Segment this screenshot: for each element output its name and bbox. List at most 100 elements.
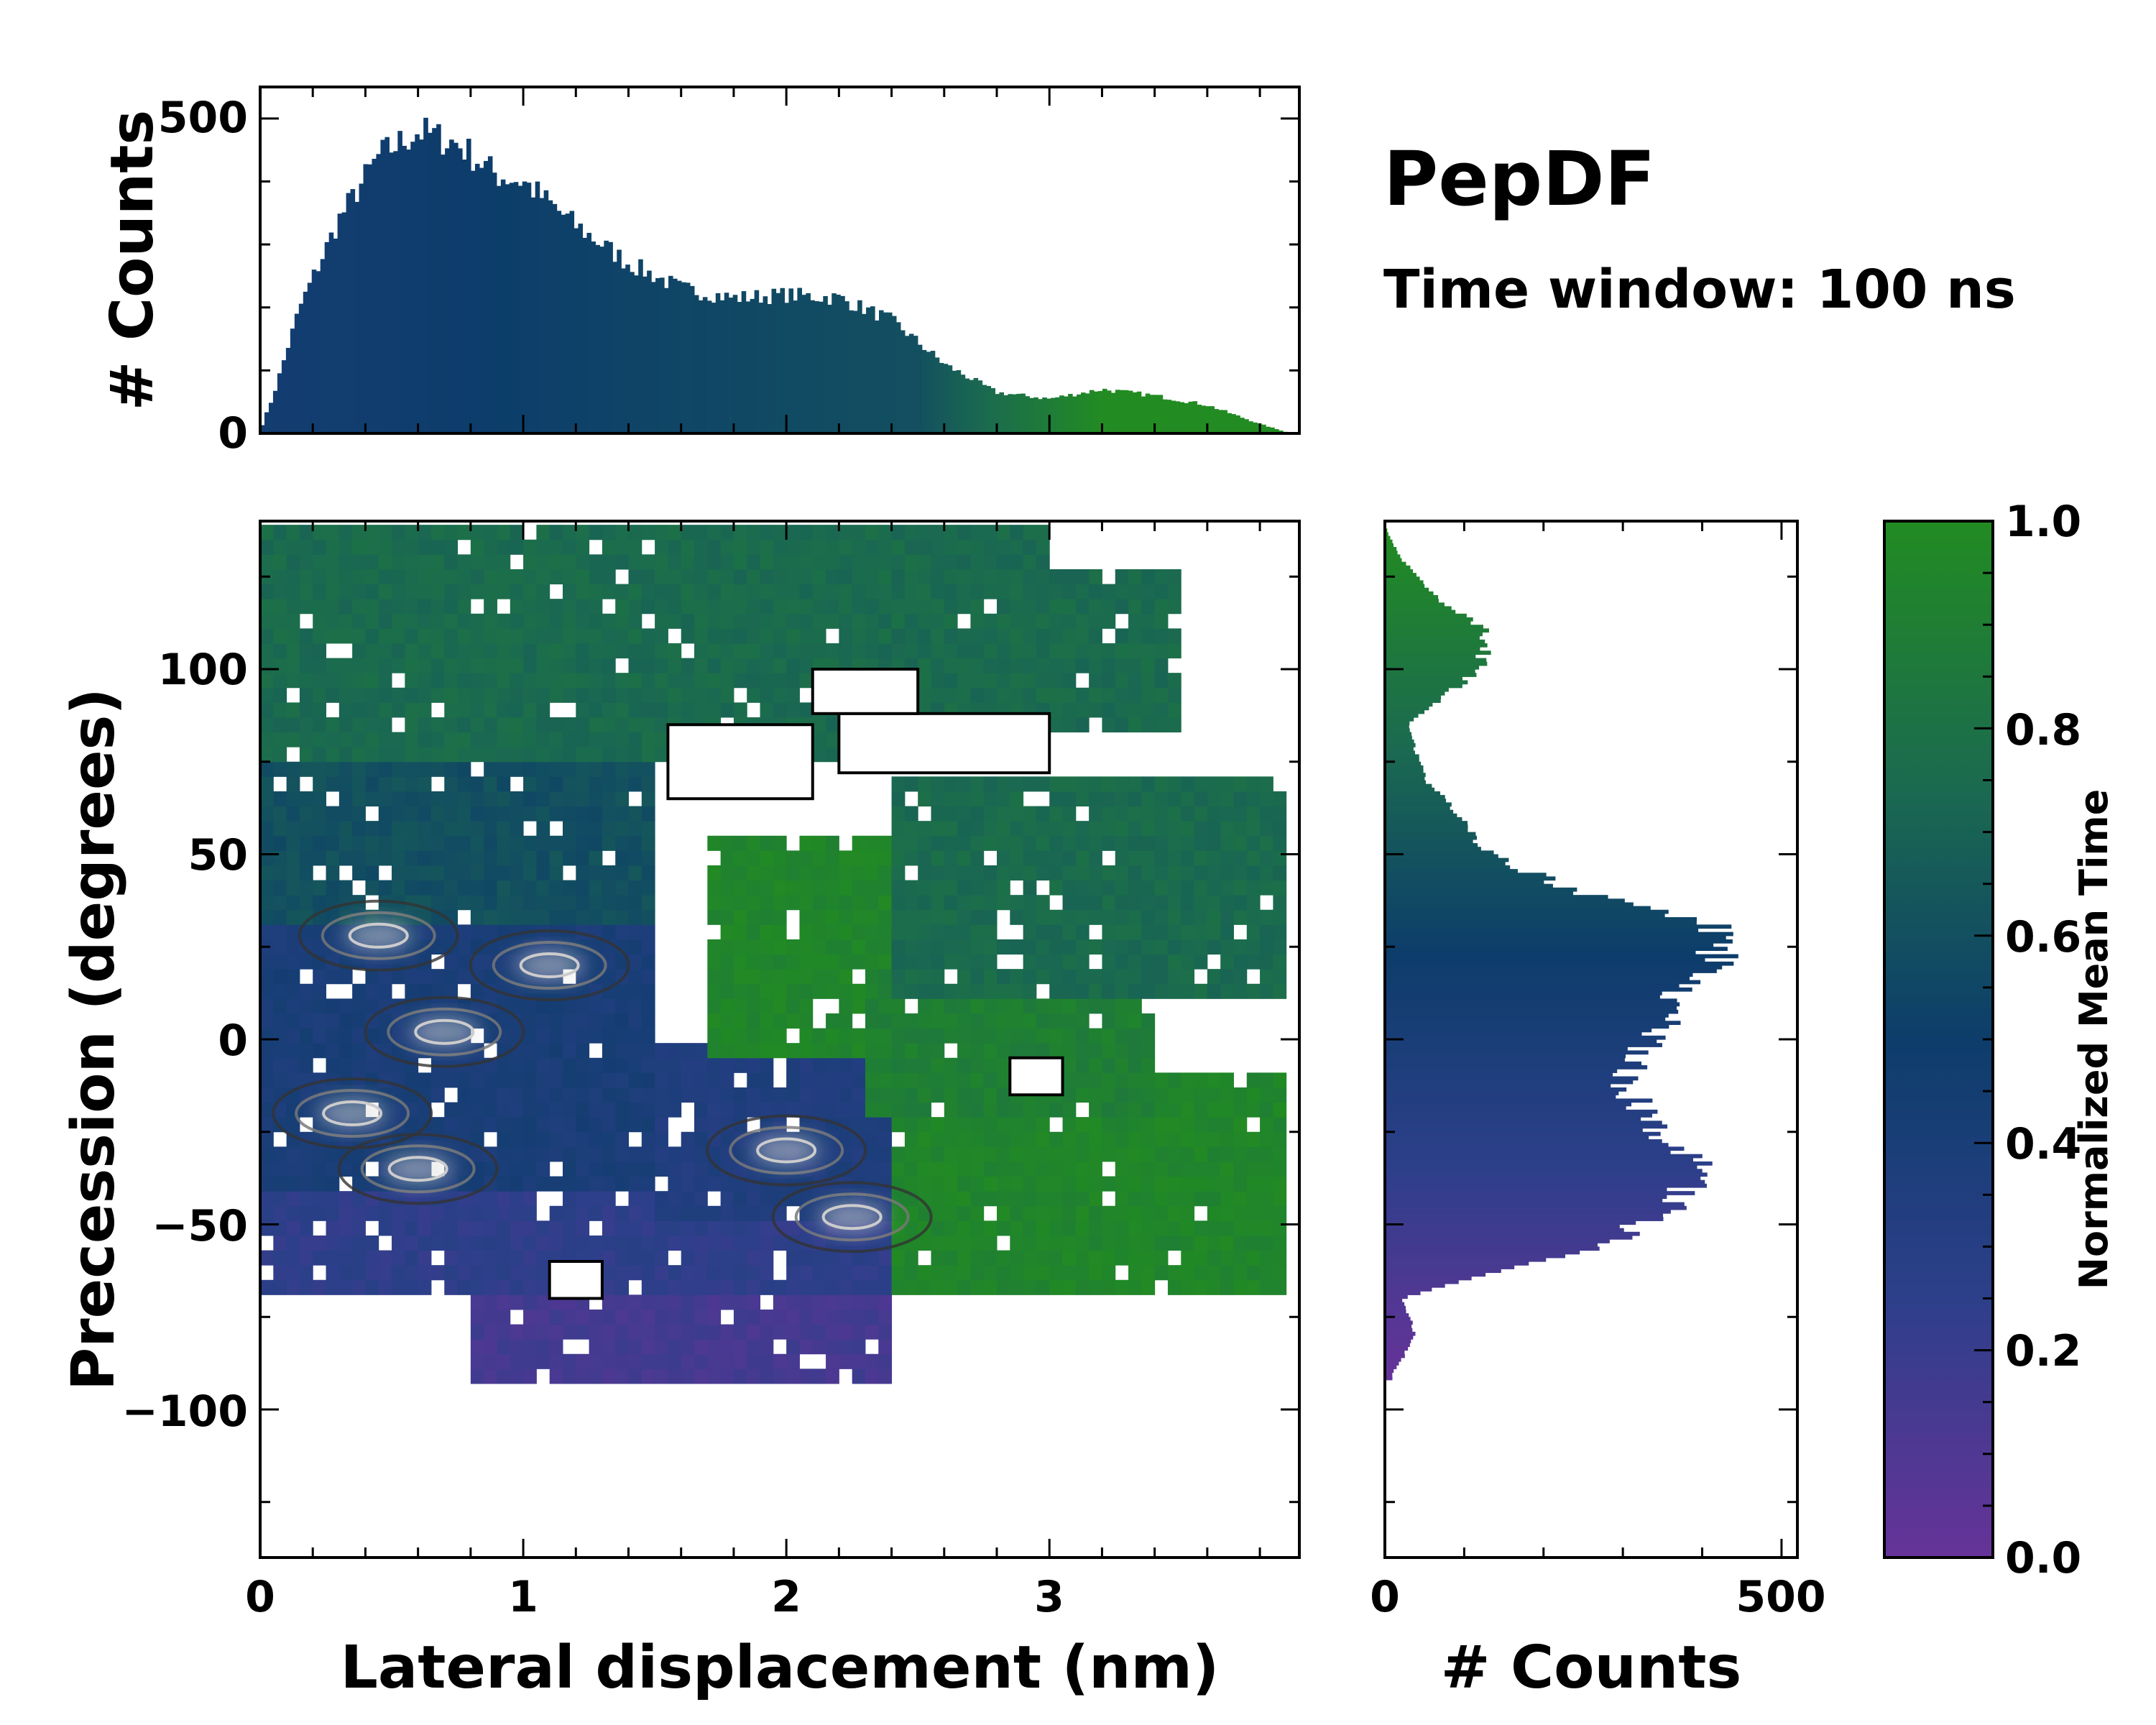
heatmap-cell <box>931 1191 945 1207</box>
heatmap-cell <box>655 1368 668 1384</box>
heatmap-cell <box>628 776 642 792</box>
heatmap-cell <box>418 554 432 570</box>
heatmap-cell <box>878 1339 893 1355</box>
heatmap-cell <box>405 821 419 837</box>
heatmap-cell <box>589 628 603 644</box>
heatmap-cell <box>562 717 576 733</box>
top-histogram-bar <box>277 373 282 433</box>
heatmap-cell <box>589 673 603 689</box>
heatmap-cell <box>826 1294 839 1310</box>
heatmap-cell <box>457 673 471 689</box>
heatmap-cell <box>1036 821 1050 837</box>
heatmap-cell <box>1207 1117 1221 1133</box>
heatmap-cell <box>1023 1176 1037 1192</box>
heatmap-cell <box>510 1353 524 1369</box>
top-histogram-bar <box>410 142 415 433</box>
heatmap-cell <box>602 1146 616 1162</box>
heatmap-cell <box>1207 776 1221 792</box>
heatmap-cell <box>392 628 405 644</box>
heatmap-cell <box>904 1072 918 1088</box>
heatmap-cell <box>444 969 459 985</box>
heatmap-cell <box>418 865 432 881</box>
top-histogram-bar <box>294 313 300 433</box>
top-histogram-bar <box>526 183 532 434</box>
heatmap-cell <box>799 673 814 689</box>
heatmap-cell <box>957 924 971 940</box>
heatmap-cell <box>1260 1220 1273 1236</box>
heatmap-cell <box>668 673 682 689</box>
heatmap-cell <box>1115 776 1129 792</box>
right-histogram-bar <box>1385 957 1705 962</box>
heatmap-cell <box>1062 1191 1077 1207</box>
heatmap-cell <box>1010 909 1024 925</box>
heatmap-cell <box>497 821 511 837</box>
heatmap-cell <box>510 821 524 837</box>
heatmap-cell <box>576 1368 590 1384</box>
top-histogram-bar <box>604 240 609 433</box>
heatmap-cell <box>576 880 590 896</box>
heatmap-cell <box>786 1013 800 1029</box>
top-histogram-bar <box>1205 406 1211 433</box>
heatmap-cell <box>1049 1265 1064 1281</box>
heatmap-cell <box>484 732 497 748</box>
heatmap-cell <box>655 1087 668 1103</box>
heatmap-cell <box>576 687 590 703</box>
heatmap-cell <box>1089 1191 1102 1207</box>
heatmap-cell <box>1273 835 1287 851</box>
heatmap-cell <box>655 628 668 644</box>
heatmap-cell <box>773 584 787 599</box>
top-histogram-bar <box>363 164 369 433</box>
heatmap-cell <box>1075 821 1089 837</box>
heatmap-cell <box>457 776 471 792</box>
heatmap-cell <box>944 1205 958 1221</box>
heatmap-cell <box>1049 924 1064 940</box>
heatmap-cell <box>602 643 616 659</box>
heatmap-cell <box>786 525 800 540</box>
heatmap-cell <box>839 850 853 866</box>
density-contour-outer <box>706 1114 867 1187</box>
heatmap-cell <box>641 554 655 570</box>
heatmap-cell <box>773 569 787 585</box>
heatmap-cell <box>338 1265 353 1281</box>
heatmap-cell <box>1075 1131 1089 1147</box>
top-histogram-bar <box>741 291 747 433</box>
heatmap-cell <box>1115 702 1129 718</box>
heatmap-cell <box>484 628 497 644</box>
heatmap-cell <box>970 998 985 1014</box>
right-histogram-bar <box>1385 1320 1413 1325</box>
heatmap-cell <box>839 1265 853 1281</box>
heatmap-cell <box>365 525 379 540</box>
heatmap-cell <box>562 909 576 925</box>
heatmap-cell <box>1023 1161 1037 1177</box>
heatmap-cell <box>641 1176 655 1192</box>
heatmap-cell <box>1128 1087 1142 1103</box>
heatmap-cell <box>510 1324 524 1340</box>
heatmap-cell <box>891 850 906 866</box>
heatmap-cell <box>681 1146 695 1162</box>
heatmap-cell <box>786 539 800 555</box>
heatmap-cell <box>957 1146 971 1162</box>
heatmap-cell <box>641 939 655 955</box>
right-histogram-bar <box>1385 1006 1677 1011</box>
heatmap-cell <box>891 939 906 955</box>
heatmap-cell <box>628 584 642 599</box>
heatmap-cell <box>1075 1146 1089 1162</box>
heatmap-cell <box>497 554 511 570</box>
heatmap-cell <box>1260 1161 1273 1177</box>
heatmap-cell <box>510 702 524 718</box>
heatmap-cell <box>641 732 655 748</box>
heatmap-cell <box>510 835 524 851</box>
right-histogram-bar <box>1385 632 1483 637</box>
heatmap-cell <box>299 880 313 896</box>
heatmap-cell <box>536 584 550 599</box>
heatmap-cell <box>1128 865 1142 881</box>
heatmap-cell <box>418 599 432 615</box>
heatmap-cell <box>405 776 419 792</box>
heatmap-cell <box>852 1102 866 1118</box>
heatmap-cell <box>1233 1146 1248 1162</box>
heatmap-cell <box>641 1146 655 1162</box>
heatmap-cell <box>338 1191 353 1207</box>
heatmap-cell <box>484 643 497 659</box>
heatmap-cell <box>904 954 918 970</box>
heatmap-cell <box>786 939 800 955</box>
